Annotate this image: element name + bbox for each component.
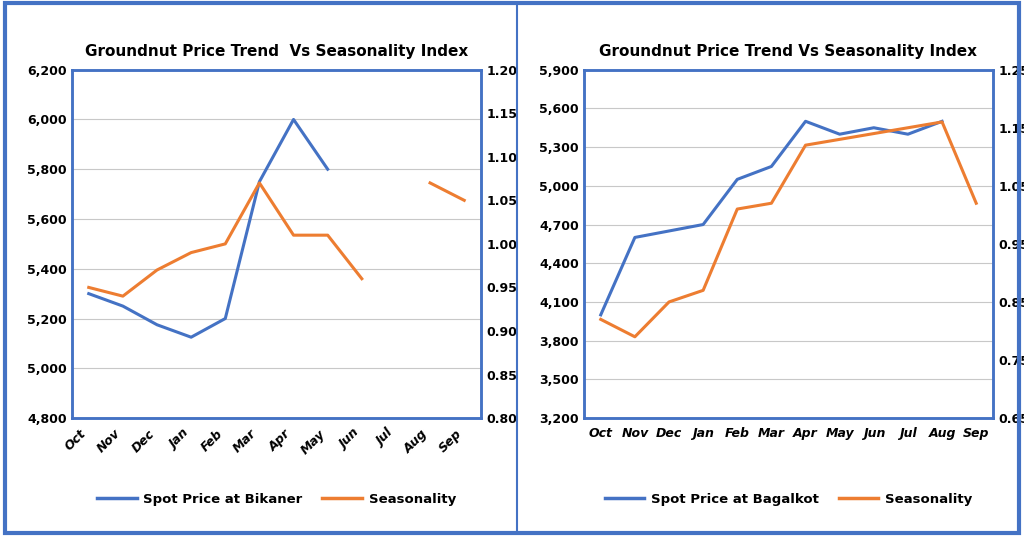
Legend: Spot Price at Bagalkot, Seasonality: Spot Price at Bagalkot, Seasonality (600, 487, 977, 511)
Legend: Spot Price at Bikaner, Seasonality: Spot Price at Bikaner, Seasonality (92, 487, 461, 511)
Title: Groundnut Price Trend  Vs Seasonality Index: Groundnut Price Trend Vs Seasonality Ind… (85, 44, 468, 59)
Title: Groundnut Price Trend Vs Seasonality Index: Groundnut Price Trend Vs Seasonality Ind… (599, 44, 978, 59)
